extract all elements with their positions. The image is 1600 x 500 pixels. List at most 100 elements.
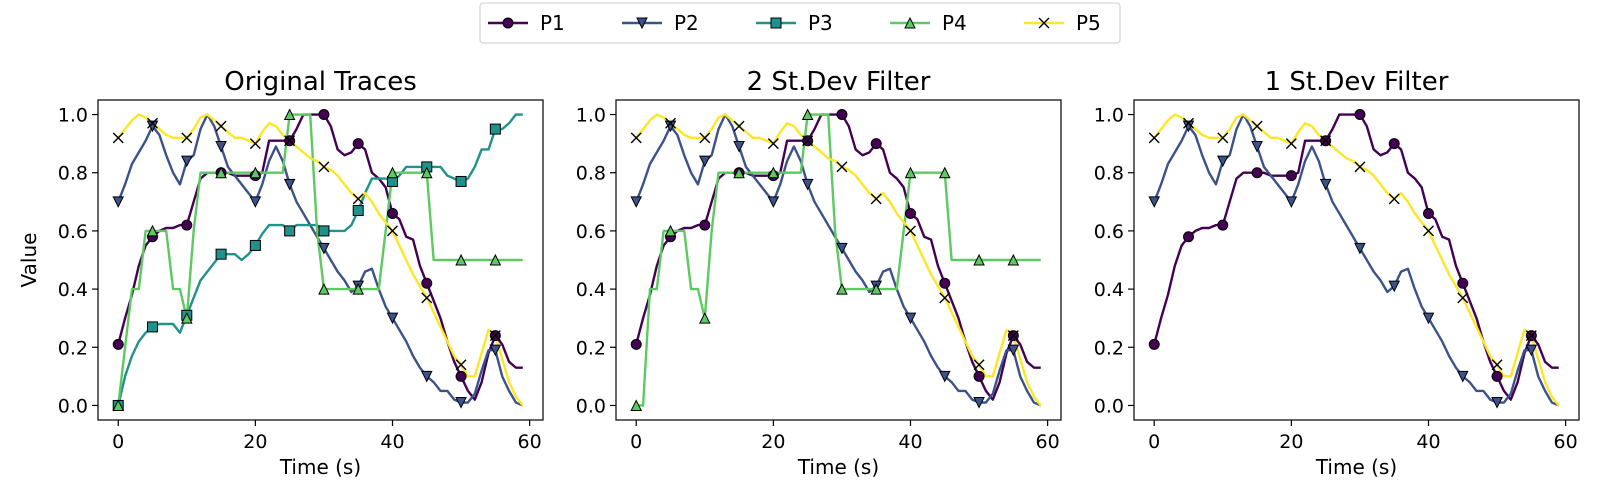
legend-marker-p1 (502, 17, 514, 29)
series-line-p5 (1153, 113, 1560, 407)
y-tick-label: 0.6 (1094, 221, 1124, 243)
marker-p4 (973, 253, 985, 266)
marker-p4 (630, 399, 643, 411)
marker-p1 (1285, 170, 1297, 182)
marker-p1 (1491, 370, 1503, 382)
marker-p1 (1183, 231, 1195, 243)
marker-p1 (870, 138, 882, 150)
marker-p2 (767, 196, 780, 208)
marker-p2 (630, 196, 643, 208)
x-tick-label: 40 (380, 431, 404, 453)
marker-p5 (630, 132, 642, 144)
marker-p5 (1007, 330, 1019, 342)
x-tick-label: 0 (1148, 431, 1160, 453)
marker-p5 (1525, 330, 1537, 342)
axes-frame (97, 99, 544, 421)
marker-p5 (1457, 292, 1469, 304)
marker-p2 (1525, 344, 1538, 357)
x-tick-label: 20 (243, 431, 267, 453)
x-tick-label: 20 (1279, 431, 1303, 453)
marker-p2 (318, 242, 330, 255)
legend-label: P1 (540, 11, 565, 35)
marker-p3 (455, 175, 467, 187)
legend-label: P4 (942, 11, 967, 35)
marker-p2 (938, 370, 951, 383)
marker-p4 (249, 166, 262, 179)
marker-p4 (904, 166, 917, 179)
marker-p5 (387, 225, 398, 237)
marker-p4 (352, 282, 365, 295)
legend-label: P3 (808, 11, 833, 35)
marker-p5 (181, 132, 193, 144)
marker-p4 (801, 108, 814, 121)
y-tick-label: 1.0 (576, 105, 606, 127)
marker-p3 (318, 225, 330, 237)
axes-frame (1133, 99, 1580, 421)
marker-p5 (836, 161, 848, 173)
marker-p1 (699, 219, 711, 231)
marker-p1 (836, 109, 848, 121)
marker-p1 (1354, 109, 1366, 121)
marker-p4 (146, 224, 159, 237)
marker-p5 (1354, 161, 1366, 173)
series-line-p1 (1153, 113, 1559, 401)
marker-p2 (1319, 178, 1332, 191)
x-axis-label: Time (s) (797, 455, 879, 479)
marker-p2 (489, 344, 502, 357)
marker-p5 (1217, 132, 1229, 144)
marker-p1 (630, 338, 642, 350)
legend-marker-p3 (770, 17, 782, 29)
x-axis-label: Time (s) (279, 455, 361, 479)
marker-p1 (1388, 138, 1400, 150)
legend-item-p5: P5 (1024, 11, 1101, 35)
marker-p2 (420, 370, 433, 383)
marker-p5 (905, 225, 916, 237)
marker-p5 (665, 117, 677, 129)
marker-p4 (489, 253, 502, 266)
marker-p2 (215, 141, 227, 153)
marker-p2 (698, 155, 711, 168)
subplot-title: Original Traces (224, 67, 417, 97)
marker-p4 (386, 166, 399, 179)
marker-p5 (1148, 132, 1160, 144)
y-tick-label: 1.0 (58, 105, 88, 127)
marker-p4 (767, 166, 780, 179)
y-tick-label: 0.2 (58, 337, 88, 359)
marker-p4 (420, 166, 433, 179)
marker-p3 (249, 239, 261, 251)
marker-p5 (973, 359, 985, 371)
y-tick-label: 0.2 (576, 337, 606, 359)
marker-p2 (1388, 280, 1401, 293)
marker-p4 (318, 282, 330, 295)
y-tick-label: 0.0 (576, 395, 606, 417)
marker-p5 (284, 135, 296, 147)
marker-p1 (318, 109, 330, 121)
marker-p5 (733, 120, 745, 132)
marker-p5 (421, 292, 433, 304)
marker-p3 (284, 225, 296, 237)
marker-p3 (215, 248, 227, 260)
marker-p5 (699, 132, 711, 144)
marker-p2 (180, 155, 193, 168)
marker-p2 (836, 242, 848, 255)
marker-p5 (1251, 120, 1263, 132)
marker-p1 (181, 219, 193, 231)
series-line-p2 (117, 113, 524, 407)
y-tick-label: 0.0 (1094, 395, 1124, 417)
marker-p5 (147, 117, 159, 129)
subplot-1-stdev-filter: 1 St.Dev Filter 0 20 40 60 0.0 0.2 0.4 0.6 0.8 1.0… (1094, 67, 1580, 479)
marker-p5 (1388, 193, 1400, 205)
marker-p4 (664, 224, 677, 237)
y-tick-label: 1.0 (1094, 105, 1124, 127)
marker-p4 (180, 312, 193, 324)
marker-p2 (386, 312, 399, 325)
legend-marker-p5 (1038, 17, 1050, 29)
x-tick-label: 40 (1416, 431, 1440, 453)
marker-p2 (1422, 312, 1435, 325)
y-tick-label: 0.4 (576, 279, 606, 301)
marker-p2 (801, 178, 814, 191)
legend-label: P5 (1076, 11, 1101, 35)
marker-p1 (1217, 219, 1229, 231)
marker-p1 (939, 277, 951, 289)
subplot-title: 2 St.Dev Filter (747, 67, 931, 97)
